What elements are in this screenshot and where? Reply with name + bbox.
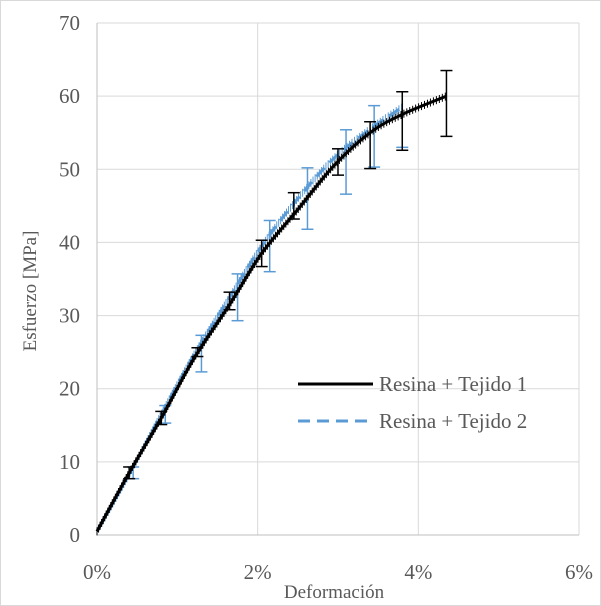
y-tick-label-3: 30 (59, 304, 80, 328)
series-markers-2 (96, 103, 403, 536)
error-bar-series-1-2 (191, 347, 204, 358)
y-tick-label-1: 10 (59, 450, 80, 474)
series-layer (95, 69, 453, 536)
error-bar-series-1-0 (123, 466, 136, 480)
error-bar-series-1-3 (223, 291, 236, 311)
error-bar-series-1-8 (396, 91, 409, 152)
y-tick-label-2: 20 (59, 377, 80, 401)
error-bar-series-1-1 (155, 410, 168, 426)
y-axis-title: Esfuerzo [MPa] (20, 231, 41, 352)
error-bar-series-2-2 (195, 334, 208, 373)
x-tick-label-1: 2% (244, 560, 272, 584)
error-bar-series-2-6 (340, 129, 353, 195)
y-tick-label-7: 70 (59, 11, 80, 35)
error-bar-series-1-7 (364, 120, 377, 170)
axis-layer (96, 23, 579, 536)
x-tick-label-3: 6% (565, 560, 593, 584)
legend-label-series-2: Resina + Tejido 2 (379, 409, 527, 433)
grid-layer (96, 22, 580, 536)
legend-label-series-1: Resina + Tejido 1 (379, 372, 527, 396)
series-markers-1 (96, 92, 446, 536)
error-bar-series-1-6 (332, 148, 344, 176)
y-tick-label-6: 60 (59, 84, 80, 108)
label-layer: 0 10 20 30 40 50 60 70 0% 2% 4% 6% (59, 11, 593, 584)
error-bar-series-1-4 (255, 239, 268, 268)
legend: Resina + Tejido 1 Resina + Tejido 2 (298, 372, 527, 433)
x-tick-label-2: 4% (404, 560, 432, 584)
series-2 (95, 91, 409, 536)
series-1 (95, 69, 453, 536)
error-bar-series-2-3 (231, 273, 244, 322)
series-line-2 (95, 105, 404, 533)
y-tick-label-0: 0 (70, 523, 81, 547)
y-tick-label-4: 40 (59, 230, 80, 254)
x-axis-title: Deformación (284, 582, 385, 603)
error-bar-series-1-9 (440, 69, 453, 138)
series-line-1 (95, 94, 448, 533)
error-bar-series-1-5 (287, 191, 300, 220)
y-tick-label-5: 50 (59, 157, 80, 181)
x-tick-label-0: 0% (83, 560, 111, 584)
